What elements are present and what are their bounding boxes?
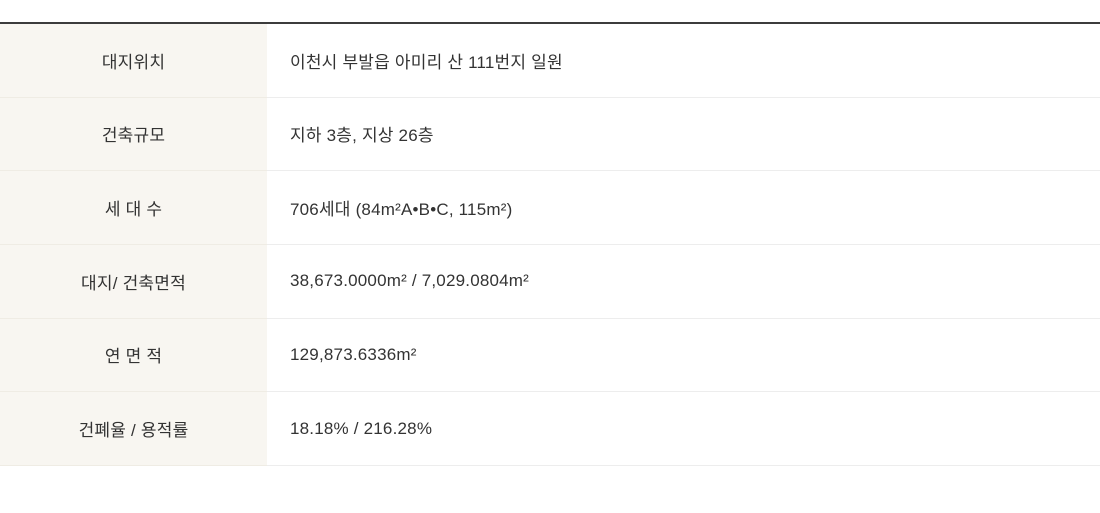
row-label: 건폐율 / 용적률 [0,392,267,466]
row-value: 지하 3층, 지상 26층 [267,97,1100,172]
table-row: 건축규모 지하 3층, 지상 26층 [0,97,1100,172]
row-label: 연 면 적 [0,318,267,393]
row-value: 706세대 (84m²A•B•C, 115m²) [267,171,1100,245]
row-label: 대지위치 [0,24,267,98]
row-value: 129,873.6336m² [267,318,1100,393]
row-label: 대지/ 건축면적 [0,244,267,319]
table-row: 연 면 적 129,873.6336m² [0,318,1100,393]
table-row: 대지위치 이천시 부발읍 아미리 산 111번지 일원 [0,24,1100,98]
row-label: 세 대 수 [0,171,267,245]
row-value: 18.18% / 216.28% [267,392,1100,466]
table-row: 세 대 수 706세대 (84m²A•B•C, 115m²) [0,171,1100,245]
table-row: 대지/ 건축면적 38,673.0000m² / 7,029.0804m² [0,244,1100,319]
row-value: 38,673.0000m² / 7,029.0804m² [267,244,1100,319]
row-label: 건축규모 [0,97,267,172]
row-value: 이천시 부발읍 아미리 산 111번지 일원 [267,24,1100,98]
table-row: 건폐율 / 용적률 18.18% / 216.28% [0,392,1100,466]
property-info-table: 대지위치 이천시 부발읍 아미리 산 111번지 일원 건축규모 지하 3층, … [0,22,1100,466]
